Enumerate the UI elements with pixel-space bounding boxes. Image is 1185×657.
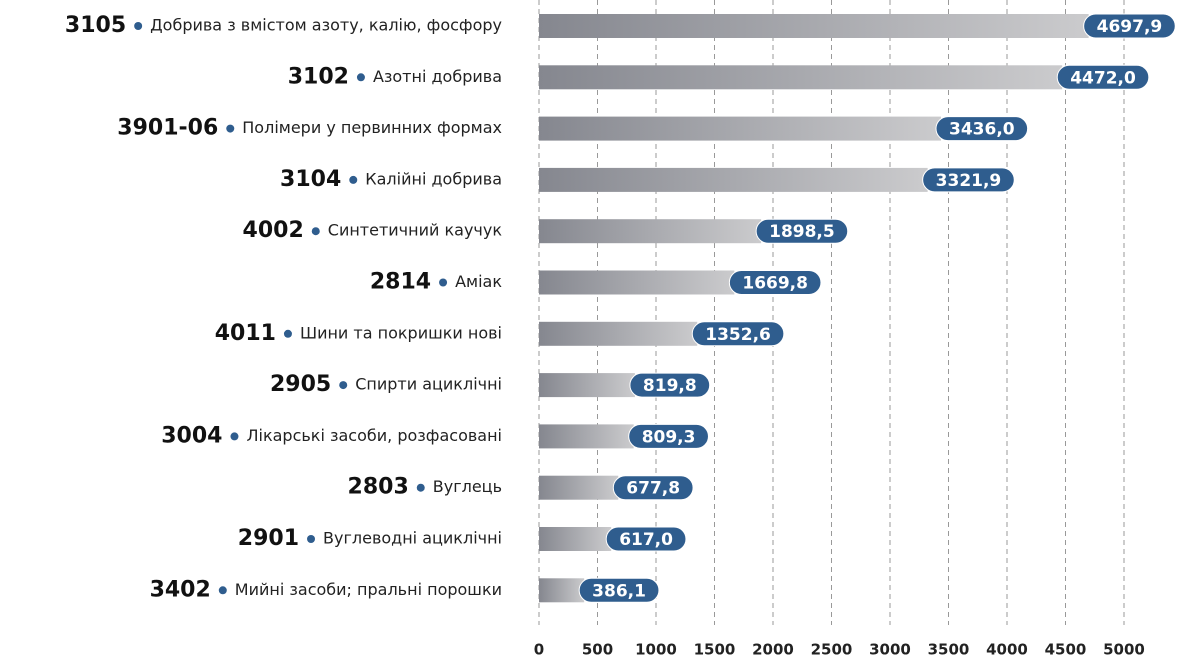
x-tick-label: 0 (534, 641, 544, 657)
bar (539, 116, 942, 141)
bar (539, 578, 585, 603)
bar (539, 527, 612, 551)
category-label: Вуглеводні ациклічні (323, 529, 502, 548)
value-pill (728, 270, 822, 295)
code-label: 2905 (270, 372, 331, 397)
bullet (226, 124, 235, 133)
bar (539, 424, 634, 449)
bar (539, 475, 619, 500)
x-tick-label: 4500 (1045, 641, 1087, 657)
value-label: 819,8 (643, 376, 697, 396)
value-pill (935, 116, 1029, 142)
value-label: 677,8 (626, 479, 680, 499)
x-tick-label: 5000 (1103, 641, 1145, 657)
bullet (416, 483, 425, 492)
category-label: Спирти ациклічні (355, 375, 502, 394)
bullet (134, 22, 143, 30)
bar (539, 14, 1089, 38)
value-label: 617,0 (619, 530, 673, 550)
code-label: 2803 (348, 475, 409, 500)
bar (539, 270, 735, 295)
bullet (349, 175, 358, 184)
x-tick-label: 3000 (869, 641, 911, 657)
x-tick-label: 2500 (811, 641, 853, 657)
x-tick-label: 3500 (928, 641, 970, 657)
value-pill (1083, 13, 1176, 39)
value-pill (755, 218, 849, 244)
value-pill (628, 423, 709, 449)
bullet (339, 381, 348, 390)
bar (539, 65, 1063, 90)
bullet (230, 432, 239, 441)
bullet (218, 586, 227, 595)
bullet (307, 535, 316, 543)
code-label: 2814 (370, 270, 431, 295)
value-pill (605, 526, 687, 552)
category-label: Вуглець (433, 477, 502, 496)
value-pill (629, 372, 711, 398)
code-label: 3901-06 (117, 116, 218, 141)
value-pill (578, 577, 660, 603)
value-label: 1669,8 (742, 274, 808, 294)
category-label: Аміак (455, 272, 502, 291)
x-tick-label: 1000 (635, 641, 677, 657)
value-label: 3321,9 (936, 171, 1002, 191)
category-label: Синтетичний каучук (328, 221, 503, 240)
value-label: 4697,9 (1097, 17, 1163, 37)
category-label: Добрива з вмістом азоту, калію, фосфору (150, 16, 502, 35)
bullet (439, 278, 448, 287)
code-label: 3004 (161, 423, 222, 448)
code-label: 3105 (65, 13, 126, 38)
code-label: 2901 (238, 526, 299, 551)
value-pill (1056, 64, 1150, 90)
code-label: 3402 (150, 577, 211, 602)
code-label: 3102 (288, 64, 349, 89)
value-label: 386,1 (592, 581, 646, 601)
value-pill (691, 321, 785, 347)
category-label: Лікарські засоби, розфасовані (246, 426, 502, 445)
value-pill (922, 167, 1015, 193)
category-label: Мийні засоби; пральні порошки (235, 580, 502, 599)
x-tick-label: 4000 (986, 641, 1028, 657)
bar (539, 219, 762, 244)
code-label: 3104 (280, 167, 341, 192)
value-label: 1898,5 (769, 222, 835, 242)
bullet (311, 227, 320, 236)
category-label: Калійні добрива (365, 169, 502, 188)
x-tick-label: 2000 (752, 641, 794, 657)
bullet (356, 73, 365, 82)
bar (539, 373, 635, 398)
bar (539, 321, 698, 346)
code-label: 4002 (243, 218, 304, 243)
value-label: 3436,0 (949, 120, 1015, 140)
category-label: Азотні добрива (373, 67, 502, 86)
category-label: Шини та покришки нові (300, 323, 502, 342)
value-pill (612, 475, 694, 501)
bullet (283, 329, 292, 338)
bar (539, 167, 928, 192)
value-label: 809,3 (642, 427, 696, 447)
x-tick-label: 500 (582, 641, 613, 657)
category-label: Полімери у первинних формах (242, 118, 502, 137)
x-tick-label: 1500 (694, 641, 736, 657)
value-label: 1352,6 (705, 325, 771, 345)
code-label: 4011 (215, 321, 276, 346)
value-label: 4472,0 (1070, 68, 1136, 88)
